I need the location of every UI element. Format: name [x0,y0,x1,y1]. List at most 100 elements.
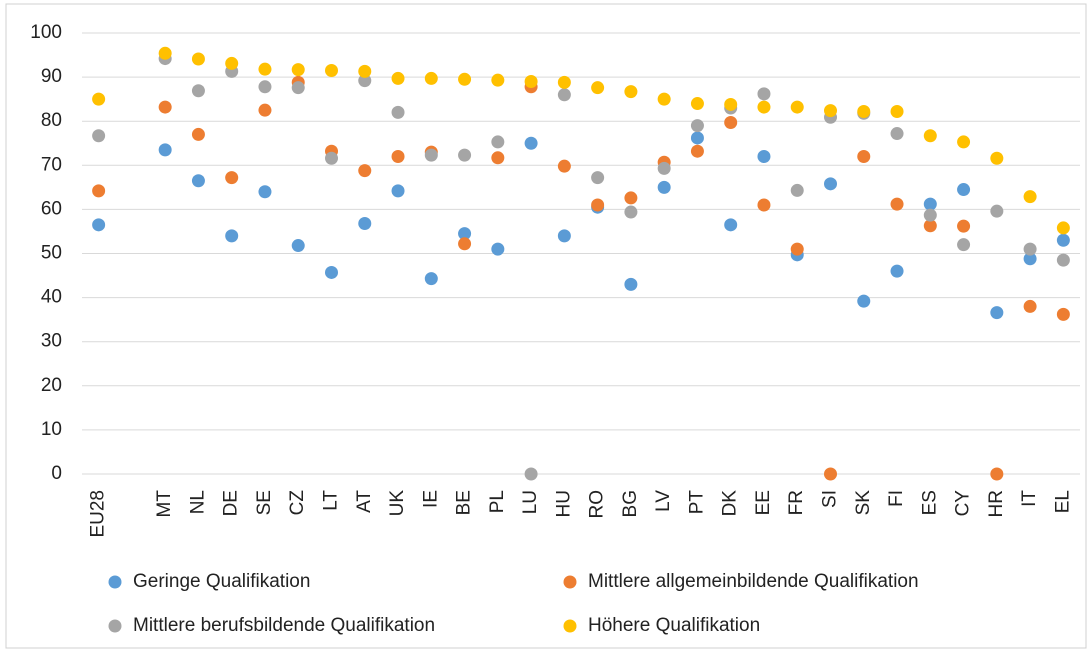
dot [591,171,605,185]
dot [890,127,904,141]
dot [92,184,106,198]
x-tick-label: EU28 [88,490,109,538]
y-tick-label: 20 [41,375,62,396]
dot [990,467,1004,481]
y-tick-label: 80 [41,110,62,131]
legend-marker [108,575,122,589]
chart-border [5,3,1087,649]
dot [923,129,937,143]
dot [824,177,837,191]
dot [757,87,771,101]
dot [923,208,937,222]
dot [191,84,205,98]
dot [990,306,1004,320]
dot [624,205,638,219]
dot [990,204,1004,218]
legend-marker [563,619,577,633]
y-tick-label: 10 [41,419,62,440]
dot [191,52,205,66]
dot [325,151,338,165]
dot [1056,233,1070,247]
dot [591,198,605,212]
dot [291,81,305,95]
dot [857,104,871,118]
dot [424,272,438,286]
x-tick-label: UK [387,490,408,517]
dot [158,100,172,114]
x-tick-label: SI [820,490,841,508]
dot [824,104,837,118]
y-tick-label: 30 [41,331,62,352]
dot [1023,190,1037,204]
dot [790,100,804,114]
x-tick-label: FR [786,490,807,515]
x-tick-label: NL [187,490,208,514]
dot [391,105,405,119]
x-tick-label: LU [520,490,541,514]
dot [258,185,272,199]
dot [391,149,405,163]
dot [757,100,771,114]
dot [624,277,638,291]
dot [1023,252,1037,266]
dot [291,63,305,77]
y-tick-label: 40 [41,287,62,308]
legend-marker [563,575,577,589]
x-tick-label: RO [587,490,608,519]
dot [657,161,671,175]
dot [191,174,205,188]
x-tick-label: FI [886,490,907,507]
dot [757,149,771,163]
dot [690,144,704,158]
dot [923,219,937,233]
dot [790,183,804,197]
x-tick-label: ES [919,490,940,515]
legend-label: Mittlere allgemeinbildende Qualifikation [588,571,919,592]
dot [824,467,837,481]
x-tick-label: SK [853,490,874,516]
dot [458,227,472,241]
x-tick-label: LV [653,490,674,512]
dot [657,180,671,194]
dot [857,149,871,163]
x-tick-label: HR [986,490,1007,517]
x-tick-label: LT [321,490,342,511]
dot [225,229,239,243]
dot [524,467,538,481]
dot [92,92,106,106]
dot [424,148,438,162]
dot [524,75,538,89]
dot [358,164,372,178]
x-tick-label: DK [720,490,741,517]
dot [491,135,505,149]
dot [424,71,438,85]
legend-label: Mittlere berufsbildende Qualifikation [133,615,435,636]
dot [1023,299,1037,313]
dot [225,56,239,70]
dot [92,218,106,232]
dot [458,148,472,162]
x-tick-label: HU [553,490,574,517]
x-tick-label: CY [953,490,974,517]
y-tick-label: 90 [41,66,62,87]
legend-label: Geringe Qualifikation [133,571,310,592]
dot [657,92,671,106]
dot [957,238,971,252]
dot [358,74,372,88]
legend-label: Höhere Qualifikation [588,615,760,636]
dot [491,151,505,165]
dot [1056,253,1070,267]
dot [757,198,771,212]
y-tick-label: 0 [51,463,62,484]
dot [690,131,704,145]
x-tick-label: PL [487,490,508,513]
dot [890,264,904,278]
dot [790,242,804,256]
dot [890,104,904,118]
x-tick-label: SE [254,490,275,515]
dot [358,64,372,78]
x-tick-label: DE [221,490,242,516]
y-tick-label: 60 [41,198,62,219]
x-tick-label: CZ [287,490,308,516]
legend-marker [108,619,122,633]
